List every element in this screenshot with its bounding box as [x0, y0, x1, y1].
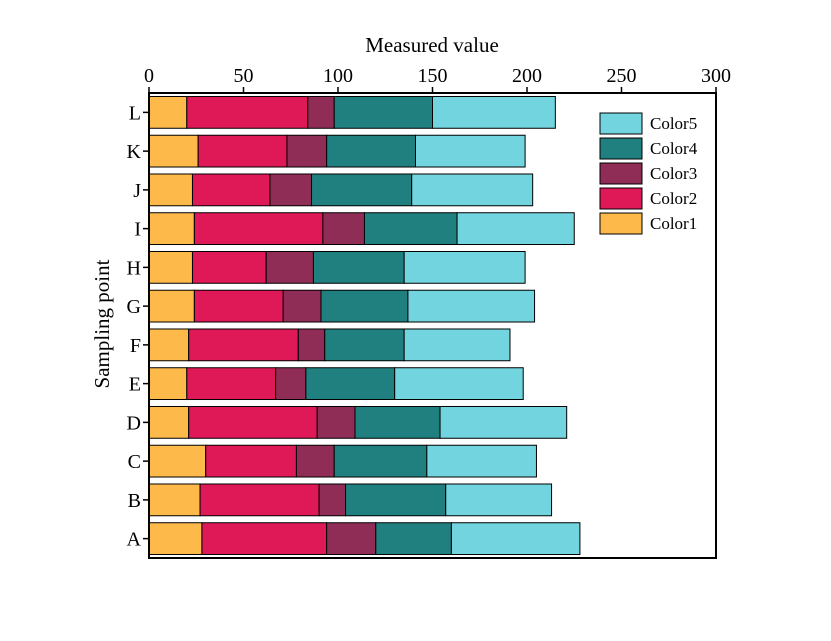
bar-F-color3 — [297, 328, 326, 362]
legend-swatch-color4 — [599, 137, 643, 160]
x-axis-title: Measured value — [365, 33, 499, 57]
bar-G-color2 — [193, 289, 284, 323]
y-tick-label-I: I — [134, 219, 141, 241]
bar-I-color2 — [193, 212, 324, 246]
x-tick-label-50: 50 — [234, 65, 254, 87]
y-tick-label-C: C — [128, 451, 141, 473]
bar-B-color1 — [148, 483, 201, 517]
y-tick-label-D: D — [127, 412, 141, 434]
bar-C-color3 — [295, 444, 335, 478]
y-tick-label-L: L — [129, 102, 141, 124]
bar-I-color1 — [148, 212, 195, 246]
y-tick-label-B: B — [128, 490, 141, 512]
bar-H-color2 — [191, 250, 267, 284]
bar-F-color4 — [324, 328, 405, 362]
bar-A-color4 — [375, 522, 452, 556]
bar-D-color4 — [354, 405, 441, 439]
x-tick-label-0: 0 — [144, 65, 154, 87]
bar-E-color3 — [275, 367, 307, 401]
bar-J-color1 — [148, 173, 193, 207]
bar-L-color3 — [307, 95, 335, 129]
bar-G-color4 — [320, 289, 409, 323]
bar-D-color1 — [148, 405, 190, 439]
x-tick-label-150: 150 — [418, 65, 448, 87]
bar-B-color4 — [345, 483, 447, 517]
bar-A-color2 — [201, 522, 328, 556]
bar-B-color3 — [318, 483, 347, 517]
bar-E-color1 — [148, 367, 188, 401]
bar-L-color2 — [186, 95, 309, 129]
bar-D-color3 — [316, 405, 356, 439]
y-axis-title: Sampling point — [90, 259, 114, 388]
y-tick-label-A: A — [127, 529, 142, 551]
legend-swatch-color1 — [599, 212, 643, 235]
y-tick-label-E: E — [129, 374, 141, 396]
bar-G-color3 — [282, 289, 322, 323]
legend-swatch-color3 — [599, 162, 643, 185]
bar-D-color5 — [439, 405, 568, 439]
y-tick-label-G: G — [127, 296, 141, 318]
bar-H-color4 — [312, 250, 405, 284]
legend: Color5 Color4 Color3 Color2 Color1 — [599, 112, 698, 235]
bar-L-color5 — [432, 95, 556, 129]
bar-H-color5 — [403, 250, 526, 284]
bar-C-color2 — [205, 444, 297, 478]
bar-F-color5 — [403, 328, 511, 362]
legend-label-color4: Color4 — [650, 139, 698, 158]
bar-E-color2 — [186, 367, 277, 401]
x-tick-label-250: 250 — [607, 65, 637, 87]
bar-G-color1 — [148, 289, 195, 323]
bar-K-color3 — [286, 134, 328, 168]
bar-H-color1 — [148, 250, 193, 284]
x-tick-label-300: 300 — [701, 65, 731, 87]
bar-I-color3 — [322, 212, 365, 246]
bar-A-color1 — [148, 522, 203, 556]
bar-K-color5 — [414, 134, 526, 168]
y-tick-label-K: K — [127, 141, 142, 163]
bar-L-color1 — [148, 95, 188, 129]
legend-label-color3: Color3 — [650, 164, 697, 183]
bar-C-color1 — [148, 444, 207, 478]
bar-J-color2 — [191, 173, 271, 207]
y-tick-label-J: J — [133, 180, 141, 202]
legend-swatch-color5 — [599, 112, 643, 135]
x-tick-label-100: 100 — [323, 65, 353, 87]
legend-label-color5: Color5 — [650, 114, 697, 133]
bar-A-color3 — [326, 522, 377, 556]
bar-J-color4 — [311, 173, 413, 207]
bar-C-color4 — [333, 444, 428, 478]
legend-swatch-color2 — [599, 187, 643, 210]
bar-F-color2 — [188, 328, 299, 362]
bar-L-color4 — [333, 95, 433, 129]
legend-label-color1: Color1 — [650, 214, 697, 233]
bar-E-color4 — [305, 367, 396, 401]
bars-layer — [148, 95, 581, 556]
bar-F-color1 — [148, 328, 190, 362]
x-tick-label-200: 200 — [512, 65, 542, 87]
legend-label-color2: Color2 — [650, 189, 697, 208]
y-tick-label-F: F — [130, 335, 141, 357]
bar-K-color2 — [197, 134, 288, 168]
bar-B-color5 — [445, 483, 553, 517]
bar-J-color5 — [411, 173, 534, 207]
bar-J-color3 — [269, 173, 313, 207]
bar-G-color5 — [407, 289, 536, 323]
bar-C-color5 — [426, 444, 537, 478]
bar-E-color5 — [394, 367, 524, 401]
bar-H-color3 — [265, 250, 314, 284]
bar-K-color4 — [326, 134, 416, 168]
bar-A-color5 — [450, 522, 581, 556]
y-tick-label-H: H — [127, 257, 141, 279]
bar-D-color2 — [188, 405, 318, 439]
bar-B-color2 — [199, 483, 320, 517]
bar-K-color1 — [148, 134, 199, 168]
bar-I-color5 — [456, 212, 575, 246]
bar-I-color4 — [363, 212, 458, 246]
